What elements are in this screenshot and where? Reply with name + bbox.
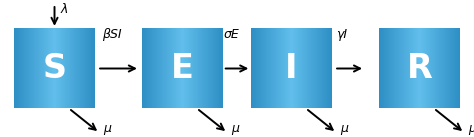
Text: I: I xyxy=(285,52,298,85)
Text: R: R xyxy=(407,52,432,85)
Text: λ: λ xyxy=(61,3,68,16)
Bar xyxy=(142,29,223,108)
Text: $\mu$: $\mu$ xyxy=(103,123,113,137)
Text: γI: γI xyxy=(336,28,346,41)
Text: $\mu$: $\mu$ xyxy=(231,123,241,137)
Text: $\mu$: $\mu$ xyxy=(468,123,474,137)
Text: S: S xyxy=(43,52,66,85)
Text: σE: σE xyxy=(224,28,239,41)
Bar xyxy=(379,29,460,108)
Text: E: E xyxy=(171,52,194,85)
Bar xyxy=(14,29,95,108)
Bar xyxy=(251,29,332,108)
Text: βSI: βSI xyxy=(102,28,121,41)
Text: $\mu$: $\mu$ xyxy=(340,123,350,137)
